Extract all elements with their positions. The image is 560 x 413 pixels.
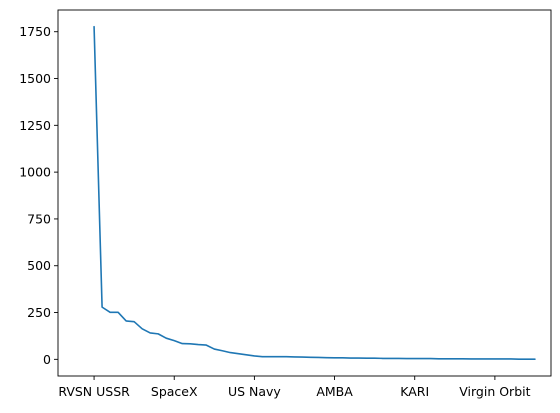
y-tick-label: 750 <box>27 211 51 226</box>
series-group <box>93 25 536 360</box>
y-tick-label: 1750 <box>19 24 51 39</box>
x-tick-label: RVSN USSR <box>58 384 130 399</box>
y-tick-label: 0 <box>43 352 51 367</box>
y-tick-label: 1500 <box>19 71 51 86</box>
y-tick-label: 250 <box>27 305 51 320</box>
x-tick-label: US Navy <box>228 384 281 399</box>
x-tick-label: KARI <box>400 384 429 399</box>
y-axis-ticks: 0 250 500 750 1000 1250 1500 1750 <box>19 24 58 367</box>
plot-frame <box>57 9 552 377</box>
y-tick-label: 500 <box>27 258 51 273</box>
x-tick-label: AMBA <box>316 384 353 399</box>
y-tick-label: 1000 <box>19 165 51 180</box>
x-tick-label: Virgin Orbit <box>459 384 530 399</box>
x-tick-label: SpaceX <box>151 384 198 399</box>
x-axis-ticks: RVSN USSR SpaceX US Navy AMBA KARI Virgin Orb… <box>58 376 531 399</box>
y-tick-label: 1250 <box>19 118 51 133</box>
series-line <box>93 25 536 360</box>
